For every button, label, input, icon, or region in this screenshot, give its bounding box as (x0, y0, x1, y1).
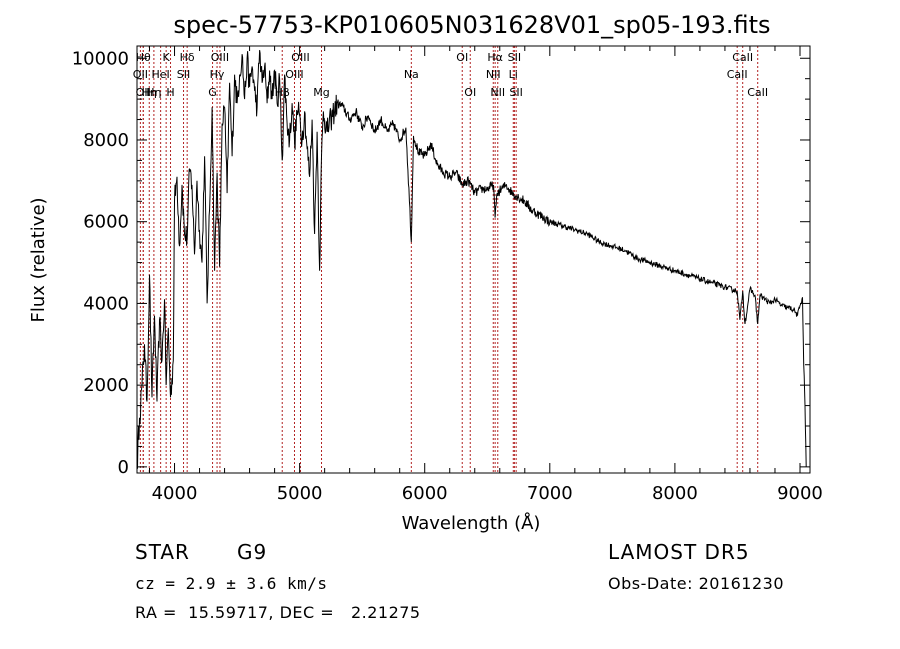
x-tick-label: 4000 (152, 483, 198, 504)
observation-date: Obs-Date: 20161230 (608, 574, 785, 593)
spectral-line-label: OIII (285, 68, 303, 81)
spectral-line-label: OI (464, 86, 476, 99)
plot-frame (136, 45, 811, 474)
y-tick-label: 6000 (83, 212, 129, 233)
y-tick-label: 2000 (83, 375, 129, 396)
spectral-line-label: CaII (747, 86, 768, 99)
spectral-line-label: Hα (487, 51, 503, 64)
spectral-line-label: Hδ (180, 51, 195, 64)
spectral-line-label: SII (177, 68, 190, 81)
spectral-line-label: Mg (313, 86, 329, 99)
spectral-line-label: SII (508, 51, 521, 64)
spectral-line-label: OII (136, 86, 151, 99)
spectral-line-label: G (208, 86, 217, 99)
y-axis-label: Flux (relative) (28, 197, 49, 322)
spectral-line-label: Hη (142, 86, 157, 99)
spectral-line-label: OIII (291, 51, 309, 64)
spectral-line-label: NII (486, 68, 501, 81)
object-class: STAR (135, 540, 190, 564)
x-axis-label: Wavelength (Å) (402, 512, 541, 534)
x-tick-label: 6000 (402, 483, 448, 504)
spectral-line-label: Na (404, 68, 419, 81)
spectral-line-label: CaII (732, 51, 753, 64)
spectral-line-label: K (163, 51, 171, 64)
spectral-line-label: Li (509, 68, 518, 81)
spectral-lines (139, 46, 759, 473)
spectral-line-label: OIII (211, 51, 229, 64)
spectral-line-label: Hγ (210, 68, 225, 81)
x-tick-label: 8000 (652, 483, 698, 504)
spectral-line-label: OI (456, 51, 468, 64)
spectral-line-label: H (166, 86, 174, 99)
x-tick-label: 9000 (777, 483, 823, 504)
survey-name: LAMOST DR5 (608, 540, 750, 564)
y-tick-label: 10000 (72, 48, 129, 69)
coordinates: RA = 15.59717, DEC = 2.21275 (135, 603, 421, 622)
spectral-line-label: HeI (151, 68, 169, 81)
chart-title: spec-57753-KP010605N031628V01_sp05-193.f… (173, 11, 770, 39)
spectral-line-label: NII (490, 86, 505, 99)
spectral-line-label: Hθ (136, 51, 151, 64)
x-tick-label: 7000 (527, 483, 573, 504)
x-tick-label: 5000 (277, 483, 323, 504)
axes: 4000 5000 6000 7000 8000 9000 0 2000 4000 6000 800… (72, 46, 823, 504)
spectrum-line (136, 50, 807, 470)
spectral-line-label: CaII (727, 68, 748, 81)
y-tick-label: 0 (118, 457, 129, 478)
spectral-line-label: Hη (146, 86, 161, 99)
subclass: G9 (237, 540, 268, 564)
redshift-value: cz = 2.9 ± 3.6 km/s (135, 574, 328, 593)
y-tick-label: 8000 (83, 130, 129, 151)
spectral-line-label: SII (509, 86, 522, 99)
spectral-line-labels: HθOIIOIIHηHηHeIKHSIIHδGHγOIIIHβOIIIOIIIM… (133, 51, 768, 99)
y-tick-label: 4000 (83, 293, 129, 314)
